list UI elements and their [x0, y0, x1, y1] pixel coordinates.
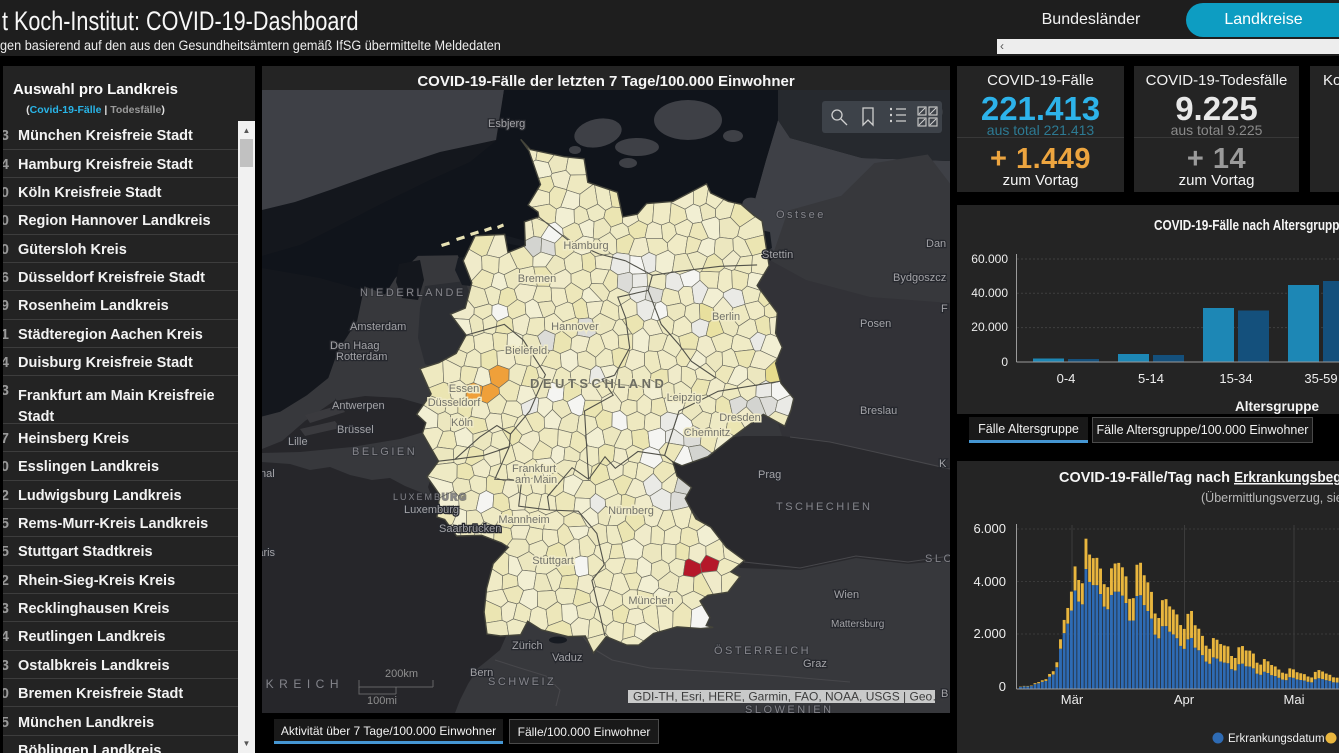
svg-text:B: B	[941, 688, 948, 700]
svg-text:Saarbrücken: Saarbrücken	[439, 523, 501, 535]
svg-text:Mär: Mär	[1061, 692, 1084, 707]
svg-text:Stuttgart: Stuttgart	[532, 555, 574, 567]
svg-text:Bern: Bern	[470, 667, 493, 679]
svg-text:BELGIEN: BELGIEN	[352, 446, 417, 458]
svg-text:Stettin: Stettin	[762, 249, 793, 261]
svg-text:Den Haag: Den Haag	[330, 340, 380, 352]
svg-text:F: F	[941, 303, 948, 315]
svg-text:Berlin: Berlin	[712, 311, 740, 323]
svg-text:200km: 200km	[385, 668, 418, 680]
svg-text:2.000: 2.000	[973, 626, 1006, 641]
svg-text:Vaduz: Vaduz	[552, 652, 582, 664]
svg-text:Mannheim: Mannheim	[498, 514, 549, 526]
svg-text:Bydgoszcz: Bydgoszcz	[893, 272, 946, 284]
svg-text:Luxemburg: Luxemburg	[404, 504, 459, 516]
svg-text:Mattersburg: Mattersburg	[831, 619, 884, 630]
svg-text:Prag: Prag	[758, 469, 781, 481]
svg-text:Leipzig: Leipzig	[667, 392, 702, 404]
svg-text:TSCHECHIEN: TSCHECHIEN	[776, 501, 873, 513]
svg-text:Esbjerg: Esbjerg	[488, 118, 525, 130]
svg-text:Chemnitz: Chemnitz	[684, 427, 730, 439]
svg-text:Brüssel: Brüssel	[337, 424, 374, 436]
svg-text:20.000: 20.000	[971, 320, 1008, 334]
svg-text:Dresden: Dresden	[719, 412, 761, 424]
svg-text:Bremen: Bremen	[518, 273, 557, 285]
svg-text:COVID-19-Fälle/Tag nach: COVID-19-Fälle/Tag nach	[1059, 469, 1234, 486]
svg-text:Erkrankungsdatum: Erkrankungsdatum	[1228, 733, 1325, 745]
svg-text:Hamburg: Hamburg	[563, 240, 608, 252]
svg-text:Frankfurt: Frankfurt	[512, 463, 556, 475]
svg-text:FRANKREICH: FRANKREICH	[262, 677, 344, 691]
svg-text:Graz: Graz	[803, 658, 827, 670]
svg-text:DEUTSCHLAND: DEUTSCHLAND	[530, 376, 667, 391]
svg-text:am Main: am Main	[515, 474, 557, 486]
svg-text:Dan: Dan	[926, 238, 946, 250]
svg-text:100mi: 100mi	[367, 695, 397, 707]
svg-text:LUXEMBURG: LUXEMBURG	[393, 492, 468, 502]
svg-text:SLOWAKEI: SLOWAKEI	[925, 553, 950, 565]
svg-text:0-4: 0-4	[1057, 371, 1076, 386]
svg-text:Köln: Köln	[451, 417, 473, 429]
svg-text:COVID-19-Fälle nach Altersgrup: COVID-19-Fälle nach Altersgruppe	[1154, 217, 1339, 234]
svg-text:60.000: 60.000	[971, 252, 1008, 266]
svg-text:Zürich: Zürich	[512, 640, 543, 652]
svg-text:Rotterdam: Rotterdam	[336, 351, 387, 363]
svg-text:Altersgruppe: Altersgruppe	[1235, 399, 1320, 414]
svg-text:NIEDERLANDE: NIEDERLANDE	[360, 287, 466, 299]
svg-text:Bielefeld: Bielefeld	[505, 345, 547, 357]
svg-text:Hannover: Hannover	[551, 321, 599, 333]
svg-text:0: 0	[1001, 355, 1008, 369]
svg-text:München: München	[628, 595, 673, 607]
svg-text:SLOWENIEN: SLOWENIEN	[745, 704, 834, 713]
svg-text:Mai: Mai	[1284, 692, 1305, 707]
svg-text:Essen: Essen	[449, 383, 480, 395]
svg-text:35-59: 35-59	[1304, 371, 1337, 386]
svg-text:Antwerpen: Antwerpen	[332, 400, 385, 412]
svg-text:Erkrankungsbeginn: Erkrankungsbeginn	[1234, 469, 1339, 486]
svg-text:5-14: 5-14	[1138, 371, 1164, 386]
svg-text:4.000: 4.000	[973, 574, 1006, 589]
svg-text:K: K	[939, 458, 947, 470]
svg-text:6.000: 6.000	[973, 521, 1006, 536]
svg-text:GDI-TH, Esri, HERE, Garmin, FA: GDI-TH, Esri, HERE, Garmin, FAO, NOAA, U…	[633, 690, 944, 704]
svg-text:15-34: 15-34	[1219, 371, 1252, 386]
svg-text:Ostsee: Ostsee	[776, 209, 826, 221]
svg-text:40.000: 40.000	[971, 286, 1008, 300]
svg-text:Apr: Apr	[1174, 692, 1195, 707]
svg-text:0: 0	[999, 679, 1006, 694]
svg-text:Nürnberg: Nürnberg	[608, 505, 654, 517]
svg-text:ÖSTERREICH: ÖSTERREICH	[714, 645, 811, 657]
svg-text:Paris: Paris	[262, 547, 276, 559]
svg-text:Posen: Posen	[860, 318, 891, 330]
svg-text:Wien: Wien	[834, 589, 859, 601]
svg-text:nal: nal	[262, 468, 275, 480]
svg-text:Breslau: Breslau	[860, 405, 897, 417]
svg-text:Düsseldorf: Düsseldorf	[428, 397, 482, 409]
svg-text:Amsterdam: Amsterdam	[350, 321, 406, 333]
svg-text:Lille: Lille	[288, 436, 308, 448]
svg-text:SCHWEIZ: SCHWEIZ	[488, 676, 556, 688]
svg-text:(Übermittlungsverzug, siehe Er: (Übermittlungsverzug, siehe Erläuterung)	[1201, 491, 1339, 505]
